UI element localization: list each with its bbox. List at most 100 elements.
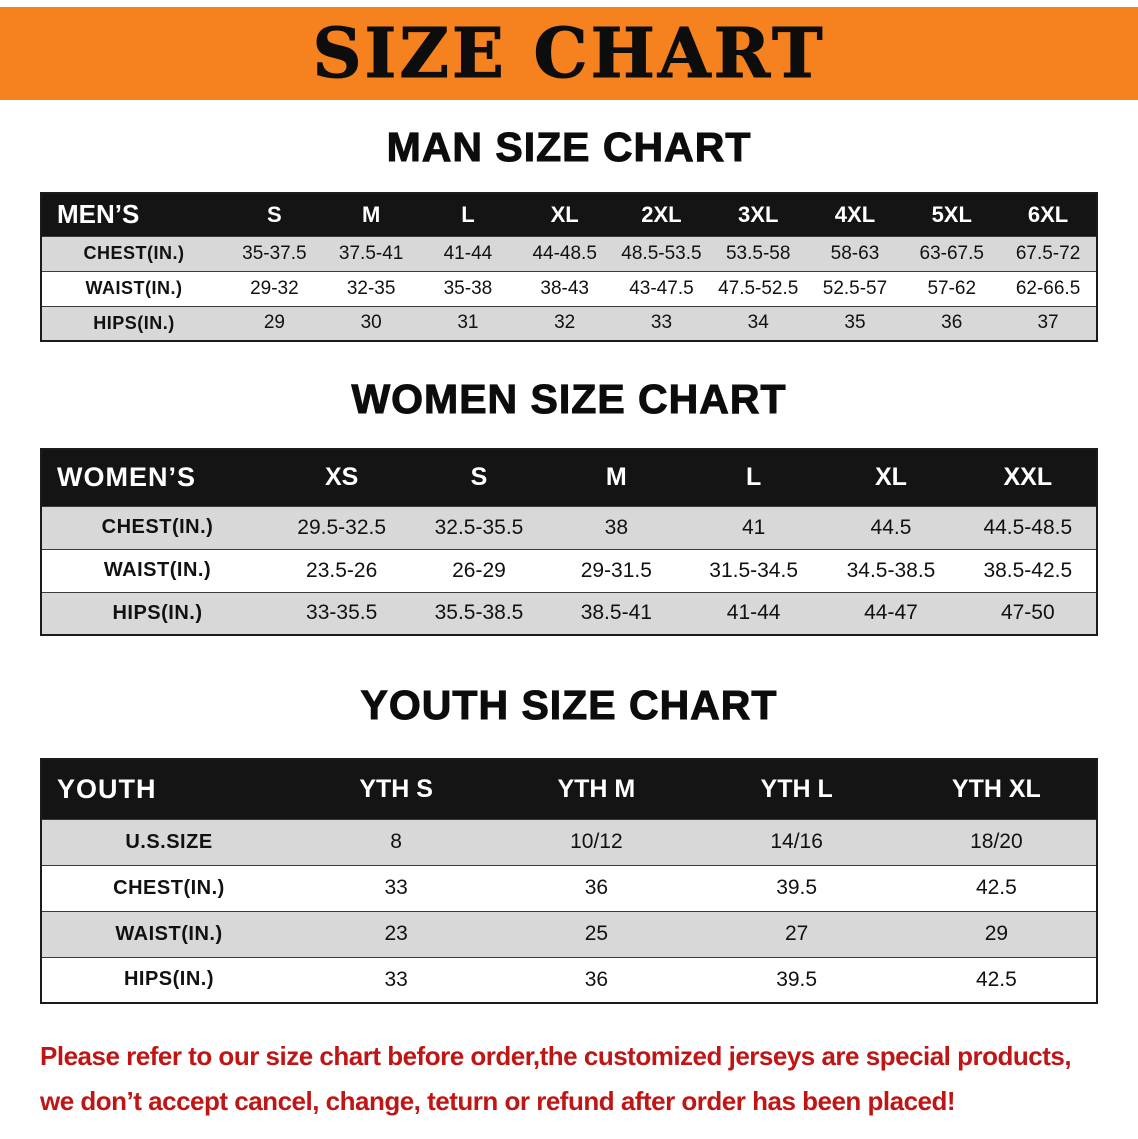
row-label: CHEST(IN.) xyxy=(41,865,296,911)
row-label: WAIST(IN.) xyxy=(41,271,226,306)
size-header-cell: YTH M xyxy=(496,759,697,819)
order-policy-line-1: Please refer to our size chart before or… xyxy=(40,1041,1072,1071)
row-label: CHEST(IN.) xyxy=(41,506,273,549)
size-value: 67.5-72 xyxy=(1000,236,1097,271)
size-value: 52.5-57 xyxy=(806,271,904,306)
size-value: 32.5-35.5 xyxy=(410,506,548,549)
size-value: 38.5-41 xyxy=(547,592,685,635)
measurement-row: WAIST(IN.) 23 25 27 29 xyxy=(41,911,1097,957)
measurement-row: CHEST(IN.) 35-37.5 37.5-41 41-44 44-48.5 48.5… xyxy=(41,236,1097,271)
youth-size-table: YOUTH YTH S YTH M YTH L YTH XL U.S.SIZE 8 10/12… xyxy=(40,758,1098,1004)
men-section-heading: MAN SIZE CHART xyxy=(386,124,752,171)
size-header-cell: M xyxy=(547,449,685,506)
banner-title: SIZE CHART xyxy=(312,13,826,94)
size-header-cell: 3XL xyxy=(709,193,807,236)
size-value: 44-47 xyxy=(822,592,960,635)
men-size-section: MAN SIZE CHART MEN’S S M L XL 2XL 3XL 4XL 5XL 6XL… xyxy=(0,124,1138,342)
size-value: 29 xyxy=(896,911,1097,957)
size-value: 36 xyxy=(496,865,697,911)
youth-section-heading: YOUTH SIZE CHART xyxy=(360,682,778,729)
size-header-cell: 2XL xyxy=(613,193,710,236)
row-label: WAIST(IN.) xyxy=(41,549,273,592)
size-header-cell: S xyxy=(410,449,548,506)
size-charts: MAN SIZE CHART MEN’S S M L XL 2XL 3XL 4XL 5XL 6XL… xyxy=(0,124,1138,1124)
size-value: 35.5-38.5 xyxy=(410,592,548,635)
measurement-row: CHEST(IN.) 29.5-32.5 32.5-35.5 38 41 44.5 44.5… xyxy=(41,506,1097,549)
size-header-cell: YTH XL xyxy=(896,759,1097,819)
size-value: 35-38 xyxy=(419,271,517,306)
size-value: 32-35 xyxy=(322,271,420,306)
size-value: 58-63 xyxy=(806,236,904,271)
size-chart-banner: SIZE CHART xyxy=(0,7,1138,100)
size-value: 57-62 xyxy=(903,271,1001,306)
size-value: 27 xyxy=(696,911,897,957)
size-header-cell: YTH S xyxy=(296,759,497,819)
size-value: 26-29 xyxy=(410,549,548,592)
size-value: 47.5-52.5 xyxy=(709,271,807,306)
row-label: CHEST(IN.) xyxy=(41,236,226,271)
size-value: 35-37.5 xyxy=(226,236,323,271)
size-value: 29-32 xyxy=(226,271,323,306)
size-value: 42.5 xyxy=(896,957,1097,1003)
size-header-cell: L xyxy=(419,193,517,236)
size-header-cell: L xyxy=(684,449,823,506)
size-header-cell: XS xyxy=(273,449,411,506)
row-label: HIPS(IN.) xyxy=(41,306,226,341)
row-label: WAIST(IN.) xyxy=(41,911,296,957)
size-value: 39.5 xyxy=(696,957,897,1003)
size-header-cell: S xyxy=(226,193,323,236)
size-value: 23 xyxy=(296,911,497,957)
table-header-row: YOUTH YTH S YTH M YTH L YTH XL xyxy=(41,759,1097,819)
size-value: 29 xyxy=(226,306,323,341)
size-value: 34.5-38.5 xyxy=(822,549,960,592)
women-size-table: WOMEN’S XS S M L XL XXL CHEST(IN.) 29.5-32.5 32.5… xyxy=(40,448,1098,636)
row-label: HIPS(IN.) xyxy=(41,592,273,635)
size-value: 37 xyxy=(1000,306,1097,341)
size-header-cell: 5XL xyxy=(903,193,1001,236)
size-header-cell: XL xyxy=(822,449,960,506)
table-header-row: WOMEN’S XS S M L XL XXL xyxy=(41,449,1097,506)
youth-size-section: YOUTH SIZE CHART YOUTH YTH S YTH M YTH L YTH… xyxy=(0,682,1138,1004)
women-section-heading: WOMEN SIZE CHART xyxy=(351,376,787,423)
measurement-row: WAIST(IN.) 23.5-26 26-29 29-31.5 31.5-34.5 34… xyxy=(41,549,1097,592)
order-policy-line-2: we don’t accept cancel, change, teturn o… xyxy=(40,1086,956,1116)
table-title-cell: MEN’S xyxy=(41,193,226,236)
size-value: 30 xyxy=(322,306,420,341)
size-value: 43-47.5 xyxy=(613,271,710,306)
size-header-cell: 4XL xyxy=(806,193,904,236)
size-header-cell: XL xyxy=(516,193,614,236)
measurement-row: U.S.SIZE 8 10/12 14/16 18/20 xyxy=(41,819,1097,865)
women-size-section: WOMEN SIZE CHART WOMEN’S XS S M L XL XXL CHEST(… xyxy=(0,376,1138,636)
size-value: 25 xyxy=(496,911,697,957)
size-value: 8 xyxy=(296,819,497,865)
measurement-row: HIPS(IN.) 33 36 39.5 42.5 xyxy=(41,957,1097,1003)
size-value: 36 xyxy=(903,306,1001,341)
size-value: 38-43 xyxy=(516,271,614,306)
size-value: 33 xyxy=(296,957,497,1003)
size-value: 31 xyxy=(419,306,517,341)
size-header-cell: M xyxy=(322,193,420,236)
size-value: 32 xyxy=(516,306,614,341)
size-value: 33 xyxy=(296,865,497,911)
size-value: 29.5-32.5 xyxy=(273,506,411,549)
size-value: 29-31.5 xyxy=(547,549,685,592)
size-value: 44.5 xyxy=(822,506,960,549)
size-value: 38 xyxy=(547,506,685,549)
measurement-row: HIPS(IN.) 33-35.5 35.5-38.5 38.5-41 41-44 44-… xyxy=(41,592,1097,635)
size-value: 53.5-58 xyxy=(709,236,807,271)
order-policy-note: Please refer to our size chart before or… xyxy=(40,1034,1138,1124)
size-value: 41-44 xyxy=(419,236,517,271)
size-value: 31.5-34.5 xyxy=(684,549,823,592)
size-value: 63-67.5 xyxy=(903,236,1001,271)
row-label: U.S.SIZE xyxy=(41,819,296,865)
size-value: 62-66.5 xyxy=(1000,271,1097,306)
size-value: 42.5 xyxy=(896,865,1097,911)
size-header-cell: YTH L xyxy=(696,759,897,819)
table-title-cell: WOMEN’S xyxy=(41,449,273,506)
size-value: 37.5-41 xyxy=(322,236,420,271)
size-value: 35 xyxy=(806,306,904,341)
size-value: 47-50 xyxy=(959,592,1097,635)
size-value: 18/20 xyxy=(896,819,1097,865)
size-value: 23.5-26 xyxy=(273,549,411,592)
size-value: 44.5-48.5 xyxy=(959,506,1097,549)
